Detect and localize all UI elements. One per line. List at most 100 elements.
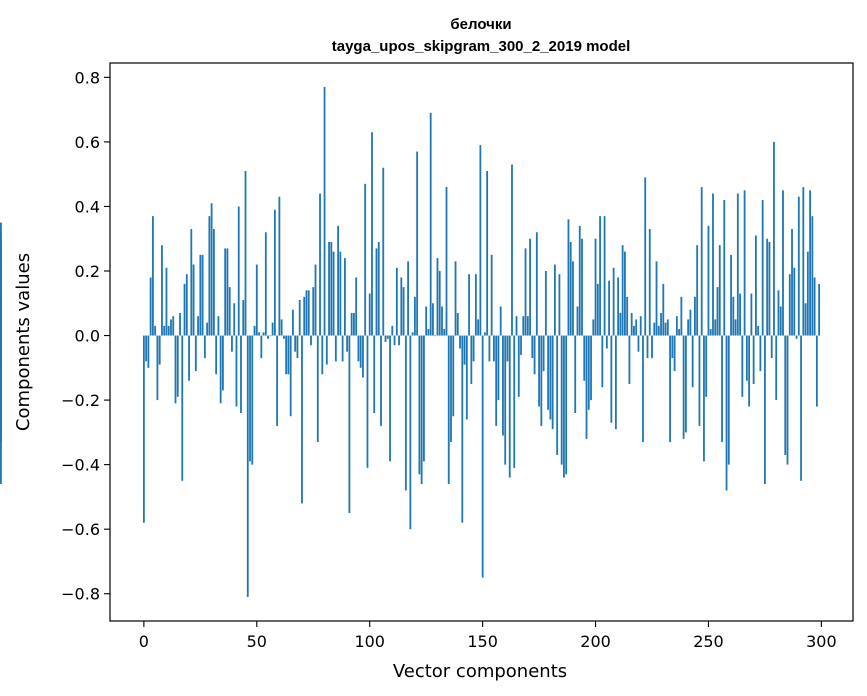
bar-67 [294, 335, 297, 352]
bar-190 [572, 261, 574, 336]
bar-154 [490, 254, 493, 336]
bar-100 [368, 293, 371, 336]
bar-46 [246, 335, 249, 597]
bar-146 [472, 335, 475, 362]
bar-31 [212, 229, 215, 336]
bar-199 [592, 319, 595, 336]
bar-72 [305, 290, 308, 336]
bar-272 [757, 325, 760, 336]
bar-195 [583, 335, 586, 381]
bar-244 [694, 296, 696, 336]
bar-37 [226, 248, 229, 336]
bar-101 [371, 132, 373, 336]
bar-222 [644, 177, 647, 336]
bar-18 [183, 283, 186, 336]
bar-155 [493, 335, 495, 362]
bar-26 [201, 254, 204, 336]
bar-246 [698, 335, 701, 426]
bar-251 [709, 329, 712, 336]
bar-156 [495, 335, 498, 426]
chart-subtitle: tayga_upos_skipgram_300_2_2019 model [332, 38, 631, 55]
bar-166 [517, 335, 520, 397]
bar-292 [802, 187, 805, 336]
bar-19 [185, 274, 188, 336]
bar-6 [156, 335, 159, 401]
bar-249 [705, 335, 708, 397]
bar-83 [330, 241, 333, 336]
bar-74 [310, 335, 312, 346]
bar-120 [413, 296, 416, 336]
bar-10 [165, 267, 168, 336]
bar-86 [337, 225, 339, 336]
bar-247 [700, 187, 703, 336]
bar-56 [269, 335, 272, 337]
bar-47 [249, 335, 251, 462]
bar-233 [669, 335, 671, 443]
bar-219 [637, 335, 640, 352]
bar-15 [176, 335, 179, 397]
bar-207 [610, 335, 613, 423]
bar-258 [725, 335, 728, 491]
bar-108 [386, 335, 389, 339]
bar-52 [260, 335, 263, 359]
bar-105 [380, 335, 382, 426]
bar-221 [642, 335, 644, 443]
bar-210 [617, 277, 620, 336]
bar-70 [301, 335, 303, 504]
bar-109 [389, 335, 391, 462]
y-tick-label: 0.4 [75, 197, 100, 216]
bar-32 [215, 335, 218, 375]
bar-42 [237, 206, 240, 336]
bar-126 [427, 329, 430, 336]
x-tick-label: 250 [693, 632, 724, 651]
bar-97 [362, 335, 364, 378]
bar-242 [689, 309, 692, 336]
bar-22 [192, 264, 195, 336]
y-tick-label: −0.2 [61, 391, 100, 410]
bar-96 [359, 335, 362, 368]
bar-57 [271, 322, 274, 336]
bar-122 [418, 335, 421, 475]
bar-241 [687, 319, 690, 336]
bar-17 [181, 335, 184, 481]
bar-27 [203, 335, 206, 359]
bar-209 [614, 335, 617, 430]
bar-110 [391, 325, 394, 336]
y-tick-label: −0.4 [61, 456, 100, 475]
bar-153 [488, 335, 491, 362]
bar-25 [199, 254, 202, 336]
bar-24 [197, 316, 199, 336]
bar-123 [420, 335, 423, 485]
bar-227 [655, 261, 658, 336]
bar-183 [556, 335, 559, 455]
bar-114 [400, 277, 403, 336]
bar-164 [513, 335, 516, 468]
bar-184 [558, 274, 561, 336]
bar-85 [334, 335, 337, 362]
bar-161 [506, 335, 509, 362]
bar-133 [443, 329, 446, 336]
bar-99 [366, 335, 369, 468]
bar-269 [750, 293, 753, 336]
bar-137 [452, 335, 455, 417]
bar-65 [289, 335, 292, 417]
bar-192 [576, 306, 579, 336]
bar-148 [477, 319, 480, 336]
chart-title: белочки [450, 16, 511, 33]
bar-64 [287, 335, 290, 375]
bar-217 [633, 325, 635, 336]
bar-147 [474, 274, 477, 336]
bar-169 [524, 248, 527, 336]
bar-23 [194, 335, 197, 372]
bar-196 [585, 335, 588, 439]
bars-group [0, 87, 821, 597]
bar-106 [382, 167, 385, 336]
bar-286 [788, 274, 791, 336]
bar-44 [242, 300, 245, 336]
bar-152 [486, 170, 489, 336]
bar-149 [479, 145, 482, 336]
bar-94 [355, 277, 358, 336]
bar-84 [332, 251, 335, 336]
bar-34 [219, 335, 222, 404]
bar-68 [296, 335, 299, 359]
